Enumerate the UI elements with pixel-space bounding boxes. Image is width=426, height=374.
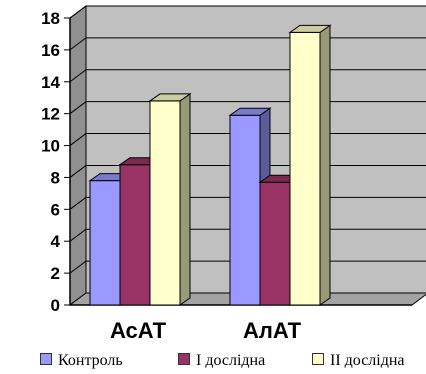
legend-item-experimental-2: II дослідна	[312, 352, 405, 370]
legend-swatch	[178, 353, 190, 365]
legend-label: Контроль	[58, 352, 123, 369]
legend-swatch	[312, 353, 324, 365]
y-tick-label: 18	[41, 9, 60, 28]
y-tick-label: 0	[51, 296, 60, 315]
bar-front	[149, 100, 181, 306]
y-tick-label: 10	[41, 137, 60, 156]
bar-front	[89, 180, 121, 306]
y-tick-label: 4	[51, 232, 61, 251]
bar-side	[179, 92, 191, 306]
legend-swatch	[40, 353, 52, 365]
y-tick-label: 12	[41, 105, 60, 124]
x-tick-label: АсАТ	[110, 318, 167, 343]
legend-label: II дослідна	[330, 352, 405, 369]
bar-top	[228, 107, 272, 116]
y-tick-label: 14	[41, 73, 60, 92]
bar-front	[229, 114, 261, 306]
gridline	[69, 5, 426, 19]
x-axis-labels: АсАТ АлАТ	[110, 318, 302, 343]
x-tick-label: АлАТ	[243, 318, 302, 343]
y-tick-label: 16	[41, 41, 60, 60]
bar-front	[119, 164, 151, 306]
legend-item-control: Контроль	[40, 352, 123, 370]
bar-top	[148, 93, 192, 102]
bar-front	[259, 181, 291, 306]
legend: Контроль I дослідна II дослідна	[40, 352, 426, 372]
y-tick-label: 6	[51, 200, 60, 219]
side-wall	[69, 5, 87, 306]
legend-label: I дослідна	[196, 352, 266, 369]
legend-item-experimental-1: I дослідна	[178, 352, 265, 370]
bar-top	[288, 24, 332, 33]
bar	[288, 24, 332, 306]
y-tick-label: 2	[51, 264, 60, 283]
bar-side	[319, 24, 331, 306]
bar	[148, 92, 192, 306]
bar-front	[289, 31, 321, 306]
bars	[88, 24, 332, 306]
y-tick-label: 8	[51, 168, 60, 187]
